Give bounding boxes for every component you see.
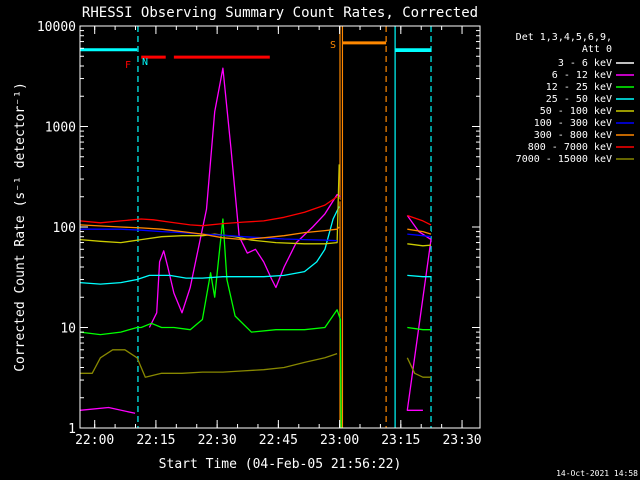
- legend-label-8: 7000 - 15000 keV: [516, 154, 612, 165]
- annotation-s: S: [330, 40, 336, 51]
- x-tick-label-1: 22:15: [136, 433, 175, 448]
- footer-timestamp: 14-Oct-2021 14:58: [556, 469, 638, 478]
- legend-label-0: 3 - 6 keV: [558, 58, 612, 69]
- y-tick-label-1: 10: [60, 322, 76, 337]
- legend-label-4: 50 - 100 keV: [540, 106, 612, 117]
- legend-header-1: Att 0: [582, 44, 612, 55]
- y-tick-label-4: 10000: [37, 20, 76, 35]
- annotation-f: F: [125, 60, 131, 71]
- series-line-6: [80, 224, 432, 241]
- annotation-n: N: [142, 57, 148, 68]
- y-axis-label: Corrected Count Rate (s⁻¹ detector⁻¹): [13, 82, 28, 372]
- legend-label-7: 800 - 7000 keV: [528, 142, 612, 153]
- x-tick-label-4: 23:00: [320, 433, 359, 448]
- x-tick-label-6: 23:30: [442, 433, 481, 448]
- series-line-5: [80, 228, 432, 242]
- y-tick-label-3: 1000: [45, 121, 76, 136]
- series-line-2: [80, 218, 431, 428]
- legend-label-5: 100 - 300 keV: [534, 118, 612, 129]
- plot-area: NF S: [80, 26, 432, 428]
- chart-title: RHESSI Observing Summary Count Rates, Co…: [82, 5, 478, 21]
- y-tick-label-2: 100: [53, 221, 76, 236]
- axes: 1 10 100 1000 10000 22:00 22:15 22:30 22:45 23:00…: [37, 20, 482, 448]
- series-line-0: [107, 106, 431, 421]
- legend-label-2: 12 - 25 keV: [546, 82, 612, 93]
- legend-label-3: 25 - 50 keV: [546, 94, 612, 105]
- series-line-8: [80, 349, 431, 378]
- legend-label-6: 300 - 800 keV: [534, 130, 612, 141]
- x-tick-label-0: 22:00: [75, 433, 114, 448]
- x-tick-label-3: 22:45: [259, 433, 298, 448]
- series-line-7: [80, 196, 432, 227]
- x-axis-label: Start Time (04-Feb-05 21:56:22): [159, 457, 402, 472]
- x-tick-label-5: 23:15: [381, 433, 420, 448]
- plot-series-group: [80, 26, 432, 428]
- x-tick-label-2: 22:30: [198, 433, 237, 448]
- y-tick-label-0: 1: [68, 422, 76, 437]
- legend-label-1: 6 - 12 keV: [552, 70, 612, 81]
- legend-header-0: Det 1,3,4,5,6,9,: [516, 32, 612, 43]
